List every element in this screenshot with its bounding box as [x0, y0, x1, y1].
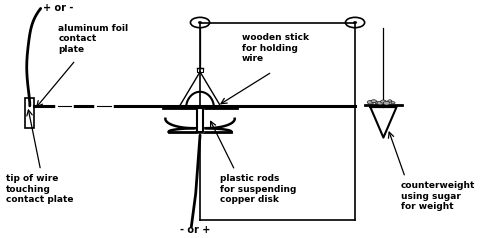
Text: counterweight
using sugar
for weight: counterweight using sugar for weight: [401, 181, 475, 211]
Text: plastic rods
for suspending
copper disk: plastic rods for suspending copper disk: [220, 174, 296, 204]
Circle shape: [353, 22, 357, 24]
Circle shape: [375, 102, 379, 104]
Text: aluminum foil
contact
plate: aluminum foil contact plate: [58, 24, 128, 54]
Circle shape: [371, 100, 376, 103]
Bar: [197, 68, 203, 72]
Circle shape: [377, 101, 384, 105]
Circle shape: [388, 100, 392, 102]
Circle shape: [383, 101, 390, 105]
Circle shape: [380, 100, 387, 103]
Text: wooden stick
for holding
wire: wooden stick for holding wire: [241, 34, 308, 63]
Circle shape: [367, 100, 374, 104]
Bar: [26, 98, 34, 128]
Text: + or -: + or -: [43, 3, 73, 13]
Polygon shape: [197, 108, 203, 132]
Circle shape: [391, 102, 395, 104]
Text: - or +: - or +: [180, 225, 211, 235]
Circle shape: [198, 22, 202, 24]
Text: tip of wire
touching
contact plate: tip of wire touching contact plate: [6, 174, 73, 204]
